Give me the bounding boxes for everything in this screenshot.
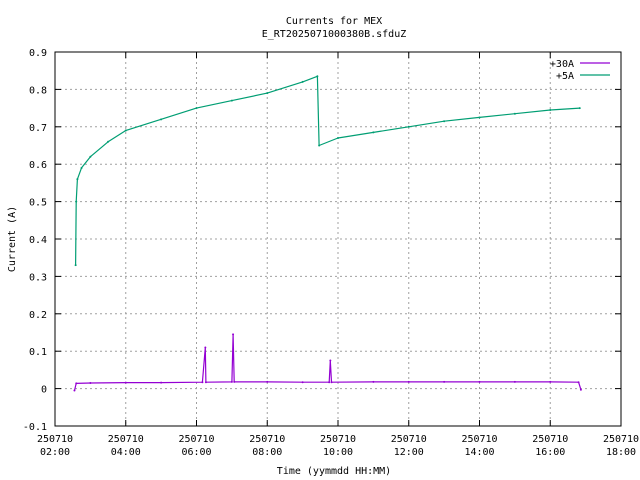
data-point xyxy=(578,107,581,110)
y-tick-label: -0.1 xyxy=(23,422,47,433)
data-point xyxy=(230,99,233,102)
y-tick-label: 0.4 xyxy=(29,235,47,246)
data-point xyxy=(230,380,233,383)
legend-label: +5A xyxy=(556,71,574,82)
series-line xyxy=(75,75,580,266)
data-point xyxy=(160,118,163,121)
series-plus30a xyxy=(73,333,582,392)
x-tick-label-time: 04:00 xyxy=(111,447,141,458)
data-point xyxy=(301,80,304,83)
y-tick-label: 0.5 xyxy=(29,198,47,209)
data-point xyxy=(478,380,481,383)
data-point xyxy=(233,380,236,383)
data-point xyxy=(513,380,516,383)
data-point xyxy=(73,389,76,392)
data-point xyxy=(301,381,304,384)
y-tick-label: 0.7 xyxy=(29,123,47,134)
x-tick-label-date: 250710 xyxy=(320,434,356,445)
y-tick-label: 0.1 xyxy=(29,347,47,358)
data-point xyxy=(330,381,333,384)
x-tick-label-time: 18:00 xyxy=(606,447,636,458)
x-axis-label: Time (yymmdd HH:MM) xyxy=(277,466,391,477)
x-tick-label-time: 10:00 xyxy=(323,447,353,458)
data-point xyxy=(89,381,92,384)
data-point xyxy=(201,381,204,384)
chart-subtitle: E_RT2025071000380B.sfduZ xyxy=(262,29,407,40)
x-tick-label-date: 250710 xyxy=(37,434,73,445)
data-point xyxy=(328,381,331,384)
y-axis-label: Current (A) xyxy=(7,206,18,272)
data-point xyxy=(513,112,516,115)
data-point xyxy=(407,380,410,383)
data-point xyxy=(204,381,207,384)
x-tick-label-date: 250710 xyxy=(249,434,285,445)
x-tick-label-time: 06:00 xyxy=(181,447,211,458)
series-line xyxy=(73,333,582,391)
data-point xyxy=(372,380,375,383)
x-tick-label-date: 250710 xyxy=(391,434,427,445)
data-point xyxy=(316,75,319,78)
series-plus5a xyxy=(74,75,581,267)
data-point xyxy=(195,107,198,110)
data-point xyxy=(372,131,375,134)
x-tick-label-time: 02:00 xyxy=(40,447,70,458)
data-point xyxy=(232,333,235,336)
y-tick-label: 0.3 xyxy=(29,272,47,283)
x-tick-label-date: 250710 xyxy=(178,434,214,445)
x-tick-label-date: 250710 xyxy=(603,434,639,445)
chart-title: Currents for MEX xyxy=(286,16,382,27)
data-point xyxy=(204,346,207,349)
grid xyxy=(55,52,621,426)
data-point xyxy=(160,381,163,384)
data-point xyxy=(579,388,582,391)
data-point xyxy=(443,120,446,123)
data-point xyxy=(318,144,321,147)
data-point xyxy=(329,359,332,362)
data-point xyxy=(337,137,339,140)
x-tick-label-date: 250710 xyxy=(532,434,568,445)
y-tick-label: 0.8 xyxy=(29,85,47,96)
x-tick-label-time: 08:00 xyxy=(252,447,282,458)
data-point xyxy=(443,380,446,383)
data-point xyxy=(89,155,92,158)
data-point xyxy=(266,92,269,95)
series-layer xyxy=(73,75,582,392)
y-tick-label: 0.2 xyxy=(29,310,47,321)
axes: -0.1 0 0.1 0.2 0.3 0.4 0.5 0.6 0.7 0.8 0.9 250710 02… xyxy=(23,48,639,458)
x-tick-label-date: 250710 xyxy=(108,434,144,445)
y-tick-label: 0.9 xyxy=(29,48,47,59)
data-point xyxy=(266,380,269,383)
data-point xyxy=(124,129,127,132)
data-point xyxy=(549,380,552,383)
data-point xyxy=(74,264,77,267)
data-point xyxy=(549,108,552,111)
x-tick-label-date: 250710 xyxy=(461,434,497,445)
x-tick-label-time: 14:00 xyxy=(464,447,494,458)
data-point xyxy=(124,381,127,384)
legend: +30A+5A xyxy=(550,59,610,82)
x-tick-label-time: 16:00 xyxy=(535,447,565,458)
x-tick-label-time: 12:00 xyxy=(394,447,424,458)
data-point xyxy=(407,125,410,128)
data-point xyxy=(75,200,78,203)
data-point xyxy=(478,116,481,119)
data-point xyxy=(75,382,78,385)
y-tick-label: 0.6 xyxy=(29,160,47,171)
data-point xyxy=(80,166,83,169)
data-point xyxy=(577,381,580,384)
y-tick-label: 0 xyxy=(41,385,47,396)
data-point xyxy=(76,178,79,181)
data-point xyxy=(107,140,110,143)
legend-label: +30A xyxy=(550,59,574,70)
